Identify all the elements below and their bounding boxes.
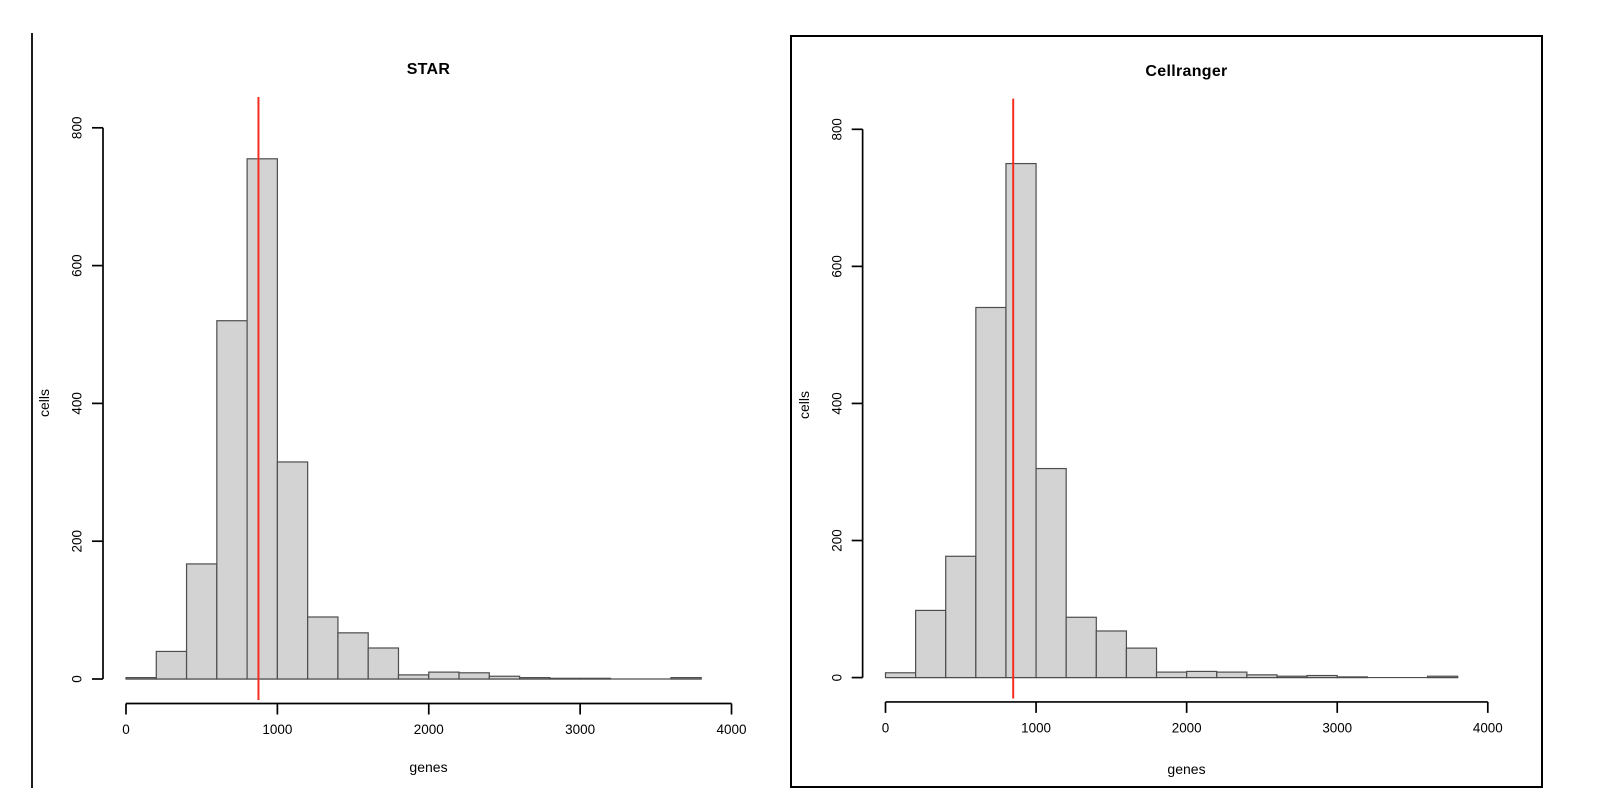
histogram-bar (1306, 674, 1338, 679)
histogram-bar (1125, 647, 1158, 679)
histogram-bar (155, 650, 188, 680)
histogram-bar (1095, 630, 1128, 679)
histogram-bar (276, 461, 309, 680)
histogram-bar (1155, 671, 1188, 679)
chart-title: Cellranger (1145, 63, 1228, 80)
histogram-plot: 0 1000 2000 3000 4000 0 200 400 600 800 (70, 97, 747, 737)
x-axis-tick-label: 0 (882, 720, 889, 735)
histogram-bar (246, 158, 278, 680)
y-axis-tick-label: 400 (829, 392, 844, 414)
y-axis-label: cells (36, 388, 52, 418)
chart-title: STAR (406, 61, 451, 78)
x-axis-tick-label: 1000 (262, 722, 292, 737)
histogram-bar (1065, 616, 1097, 679)
histogram-bar (1216, 671, 1248, 679)
histogram-bar (1276, 675, 1308, 679)
x-axis-label: genes (409, 759, 448, 775)
histogram-bar (428, 671, 460, 680)
histogram-bar (1005, 162, 1037, 679)
x-axis-tick-label: 1000 (1021, 720, 1051, 735)
histogram-bar (1035, 467, 1067, 679)
y-axis-tick-label: 200 (70, 530, 85, 553)
y-axis-tick-label: 400 (70, 392, 85, 415)
y-axis-tick-label: 600 (70, 254, 85, 277)
histogram-figure-cellranger: 0 1000 2000 3000 4000 0 200 400 600 800 Cellrange… (790, 35, 1543, 788)
y-axis-tick-label: 200 (829, 529, 844, 551)
histogram-bar (670, 677, 702, 680)
y-axis-label: cells (796, 390, 812, 420)
histogram-bar (915, 609, 947, 679)
y-axis-tick-label: 0 (829, 674, 844, 681)
histogram-bar (337, 632, 369, 680)
histogram-bar (945, 555, 977, 679)
y-axis-tick-label: 0 (70, 675, 85, 683)
histogram-bar (397, 674, 430, 680)
histogram-bar (367, 647, 400, 680)
x-axis-label: genes (1167, 761, 1206, 777)
y-axis-tick-label: 800 (829, 118, 844, 140)
y-axis-tick-label: 800 (70, 117, 85, 140)
histogram-bar (549, 677, 581, 680)
histogram-figure-star: 0 1000 2000 3000 4000 0 200 400 600 800 STAR gene… (32, 35, 785, 788)
x-axis-tick-label: 3000 (1322, 720, 1352, 735)
histogram-bar (307, 616, 339, 680)
x-axis-tick-label: 4000 (1473, 720, 1503, 735)
histogram-bar (488, 675, 521, 680)
histogram-bar (185, 563, 218, 680)
histogram-bar (884, 672, 917, 679)
x-axis-tick-label: 2000 (1172, 720, 1202, 735)
histogram-bar (1246, 674, 1278, 679)
left-figure-edge-line (31, 33, 33, 788)
x-axis-tick-label: 2000 (414, 722, 444, 737)
histogram-bar (518, 677, 551, 680)
histogram-bar (579, 677, 612, 680)
x-axis-tick-label: 3000 (565, 722, 595, 737)
x-axis-tick-label: 0 (122, 722, 130, 737)
histogram-bar (458, 672, 490, 680)
histogram-plot: 0 1000 2000 3000 4000 0 200 400 600 800 (829, 98, 1503, 735)
x-axis-tick-label: 4000 (716, 722, 746, 737)
histogram-bar (1426, 675, 1459, 679)
y-axis-tick-label: 600 (829, 255, 844, 277)
histogram-bar (975, 306, 1007, 679)
histogram-bar (1186, 670, 1218, 679)
histogram-bar (125, 677, 157, 680)
histogram-bar (216, 320, 248, 680)
histogram-bar (1336, 676, 1368, 679)
